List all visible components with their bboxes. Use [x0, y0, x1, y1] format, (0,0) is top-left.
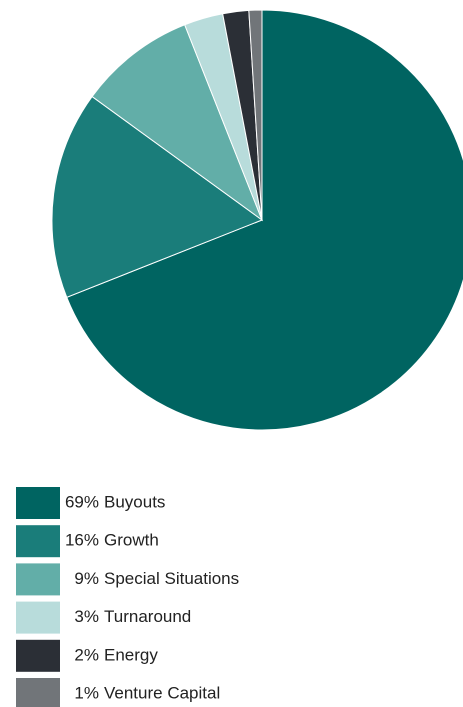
legend-swatch [16, 487, 60, 519]
pie-slice [51, 95, 264, 298]
legend-swatch [16, 601, 60, 634]
pie-slice [248, 9, 263, 221]
legend-value: 16% [65, 531, 99, 550]
legend-label: Turnaround [104, 607, 191, 626]
legend-label: Venture Capital [104, 683, 220, 702]
legend-value: 1% [74, 683, 99, 702]
legend-value: 2% [74, 645, 99, 664]
pie-slice [91, 24, 264, 222]
legend-value: 9% [74, 569, 99, 588]
legend-value: 3% [74, 607, 99, 626]
legend-label: Growth [104, 531, 159, 550]
legend-label: Buyouts [104, 492, 165, 511]
legend-label: Energy [104, 645, 158, 664]
legend-value: 69% [65, 492, 99, 511]
pie-slice [66, 9, 463, 431]
legend-swatch [16, 639, 60, 672]
legend-swatch [16, 525, 60, 558]
legend-swatch [16, 563, 60, 596]
legend-swatch [16, 678, 60, 707]
legend-label: Special Situations [104, 569, 239, 588]
